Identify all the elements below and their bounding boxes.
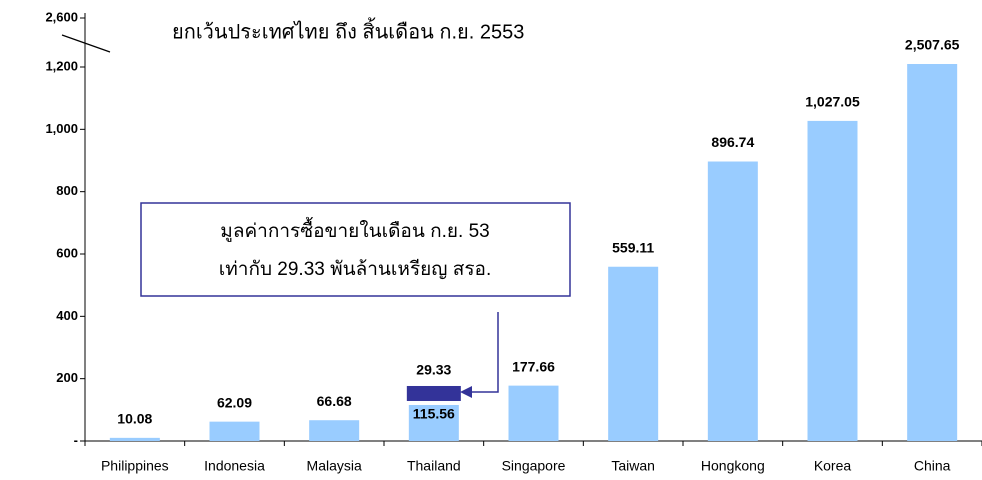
- x-tick-label: Hongkong: [701, 458, 765, 474]
- x-tick-label: Malaysia: [307, 458, 362, 474]
- arrow-head: [460, 386, 472, 398]
- y-tick-label: -: [74, 432, 78, 447]
- y-tick-label: 2,600: [45, 9, 78, 24]
- x-tick-label: Philippines: [101, 458, 169, 474]
- x-tick-label: Thailand: [407, 458, 461, 474]
- x-tick-label: Singapore: [502, 458, 566, 474]
- highlight-mark: [406, 385, 461, 401]
- chart-title: ยกเว้นประเทศไทย ถึง สิ้นเดือน ก.ย. 2553: [172, 17, 524, 43]
- value-label: 115.56: [413, 406, 455, 422]
- annotation-arrow: [466, 312, 499, 393]
- y-tick-label: 1,000: [45, 121, 78, 136]
- highlight-label: 29.33: [416, 362, 451, 378]
- annotation-line: เท่ากับ 29.33 พันล้านเหรียญ สรอ.: [219, 258, 492, 280]
- value-label: 66.68: [317, 393, 352, 409]
- value-label: 896.74: [711, 134, 754, 150]
- annotation-line: มูลค่าการซื้อขายในเดือน ก.ย. 53: [220, 217, 489, 242]
- y-tick-label: 200: [56, 370, 78, 385]
- x-tick-label: Korea: [814, 458, 852, 474]
- bar: [807, 120, 858, 442]
- bar: [707, 161, 758, 441]
- value-label: 62.09: [217, 394, 252, 410]
- value-label: 10.08: [117, 411, 152, 427]
- bar: [109, 437, 160, 441]
- value-label: 559.11: [612, 239, 654, 255]
- value-label: 1,027.05: [805, 94, 860, 110]
- value-label: 2,507.65: [905, 37, 960, 53]
- y-tick-label: 1,200: [45, 58, 78, 73]
- x-tick-label: China: [914, 458, 951, 474]
- bar: [907, 64, 958, 441]
- annotation-box: [140, 202, 571, 297]
- x-tick-label: Indonesia: [204, 458, 265, 474]
- bar: [508, 385, 559, 441]
- value-label: 177.66: [512, 358, 555, 374]
- y-tick-label: 600: [56, 245, 78, 260]
- bar: [209, 421, 260, 441]
- y-tick-label: 400: [56, 308, 78, 323]
- axis-break: [61, 34, 111, 53]
- bar: [408, 404, 459, 441]
- y-tick-label: 800: [56, 183, 78, 198]
- bar: [608, 266, 659, 441]
- x-tick-label: Taiwan: [611, 458, 655, 474]
- bar: [309, 420, 360, 441]
